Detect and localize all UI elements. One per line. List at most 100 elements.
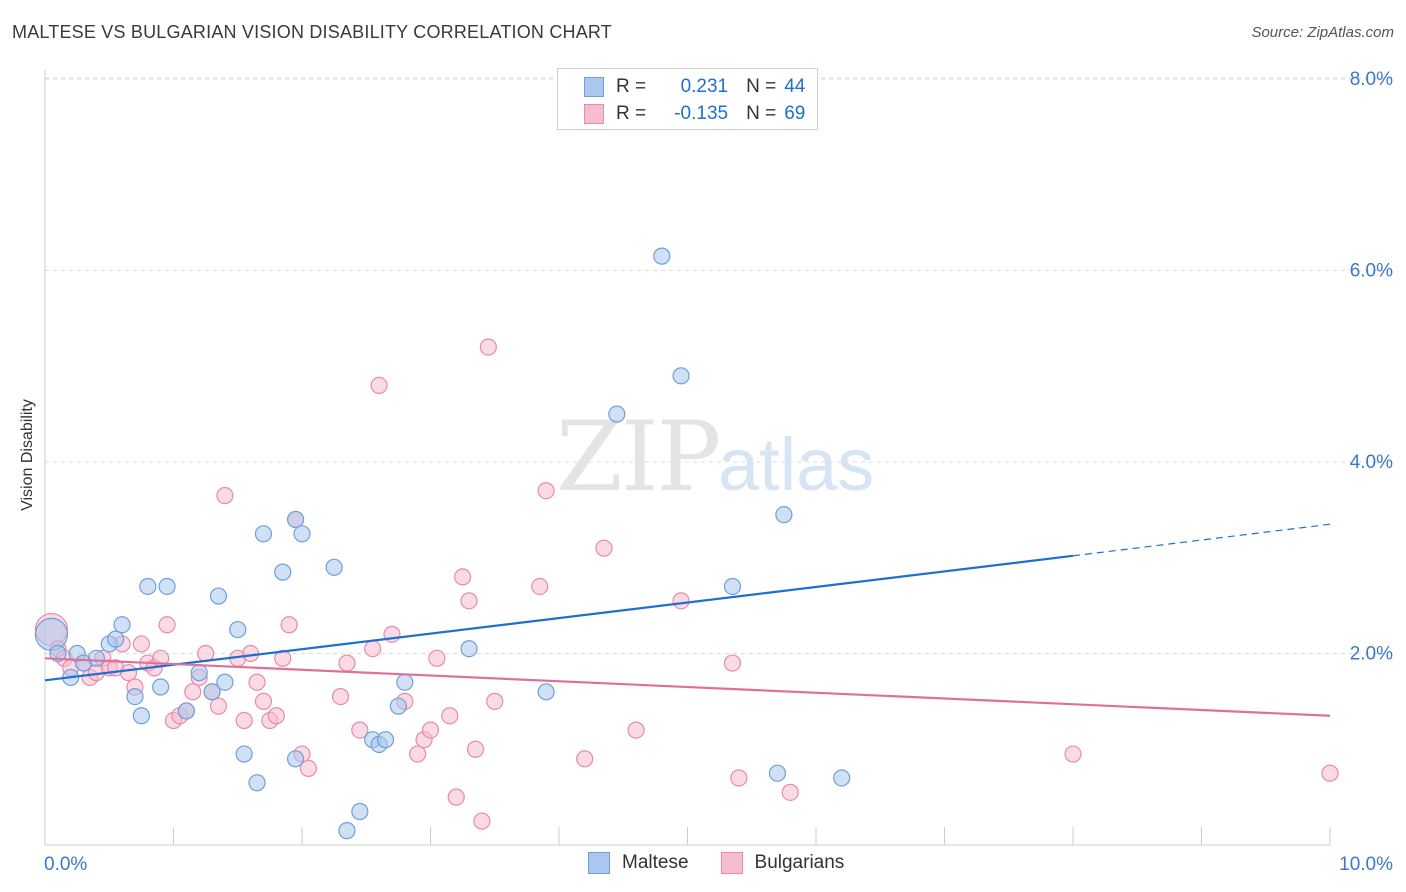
- bulgarian-point: [730, 769, 748, 787]
- maltese-point: [351, 802, 369, 821]
- bulgarian-point: [595, 539, 613, 557]
- maltese-point: [325, 558, 343, 576]
- bulgarian-point: [781, 783, 799, 801]
- bulgarian-point: [473, 812, 491, 830]
- maltese-point: [34, 617, 69, 651]
- bulgarian-point: [531, 577, 549, 596]
- bulgarian-point: [1321, 764, 1339, 782]
- bulgarian-point: [409, 745, 427, 763]
- bulgarian-point: [479, 338, 497, 356]
- bulgarian-point: [370, 376, 388, 394]
- maltese-point: [396, 673, 414, 691]
- bulgarian-point: [576, 750, 594, 768]
- y-tick-label: 6.0%: [1350, 261, 1393, 282]
- maltese-point: [209, 587, 228, 605]
- bulgarian-point: [486, 692, 504, 710]
- maltese-legend-swatch: [588, 852, 610, 874]
- legend-n-label: N =: [746, 103, 777, 124]
- maltese-point: [139, 577, 157, 596]
- watermark-atlas: atlas: [718, 423, 874, 506]
- maltese-point: [248, 774, 266, 792]
- bulgarian-point: [248, 673, 266, 691]
- y-tick-label: 8.0%: [1350, 69, 1393, 90]
- legend-row-bulgarians: R = -0.135 N = 69: [584, 102, 805, 126]
- bulgarian-point: [216, 486, 234, 505]
- bulgarian-point: [267, 707, 285, 725]
- maltese-point: [460, 640, 478, 658]
- bulgarian-point: [421, 721, 440, 739]
- maltese-point: [216, 673, 234, 691]
- bulgarian-point: [209, 697, 228, 715]
- bulgarians-legend-label: Bulgarians: [754, 852, 845, 873]
- maltese-point: [113, 616, 131, 634]
- bulgarian-point: [132, 635, 150, 653]
- series-legend-bulgarians: Bulgarians: [720, 852, 845, 874]
- bulgarians-swatch: [584, 104, 604, 124]
- y-tick-label: 2.0%: [1350, 644, 1393, 665]
- bulgarian-point: [447, 788, 465, 806]
- legend-r-label: R =: [616, 76, 647, 97]
- maltese-point: [132, 707, 150, 725]
- maltese-point: [389, 697, 407, 715]
- bulgarian-point: [351, 721, 369, 739]
- maltese-point: [775, 506, 793, 524]
- bulgarians-legend-swatch: [720, 852, 743, 874]
- x-tick-label: 10.0%: [1339, 854, 1393, 875]
- correlation-legend: R = 0.231 N = 44 R = -0.135 N = 69: [557, 68, 818, 130]
- bulgarian-point: [280, 616, 298, 634]
- bulgarian-point: [331, 687, 350, 706]
- maltese-trend-line: [44, 554, 1074, 682]
- legend-n-value: 44: [784, 76, 806, 97]
- bulgarian-trend-line: [44, 657, 1331, 717]
- maltese-point: [537, 683, 555, 701]
- maltese-point: [653, 247, 671, 265]
- maltese-point: [87, 649, 106, 667]
- watermark-zip: ZIP: [556, 401, 719, 513]
- maltese-point: [203, 683, 221, 701]
- maltese-point: [126, 687, 144, 706]
- maltese-point: [152, 678, 170, 696]
- source-label: Source: ZipAtlas.com: [1251, 24, 1394, 41]
- maltese-point: [229, 620, 247, 639]
- maltese-point: [158, 577, 176, 596]
- bulgarian-point: [460, 592, 478, 610]
- bulgarian-point: [299, 759, 318, 778]
- bulgarian-point: [119, 664, 138, 682]
- bulgarian-point: [364, 640, 382, 658]
- maltese-point: [293, 525, 311, 543]
- legend-r-value: 0.231: [680, 76, 729, 97]
- maltese-trend-extension: [1072, 523, 1331, 557]
- y-axis-label: Vision Disability: [19, 399, 36, 511]
- bulgarian-point: [723, 654, 742, 672]
- maltese-point: [49, 644, 67, 663]
- bulgarian-point: [1064, 745, 1082, 763]
- maltese-point: [286, 510, 305, 529]
- bulgarian-point: [254, 692, 273, 710]
- legend-n-label: N =: [746, 76, 777, 97]
- bulgarian-point: [627, 721, 645, 739]
- bulgarian-point: [274, 649, 292, 667]
- maltese-point: [235, 745, 253, 763]
- maltese-point: [608, 405, 626, 423]
- maltese-point: [833, 769, 851, 787]
- maltese-point: [107, 630, 125, 648]
- bulgarian-point: [428, 649, 446, 667]
- bulgarian-point: [184, 683, 202, 701]
- bulgarian-point: [672, 592, 690, 610]
- maltese-swatch: [584, 77, 604, 97]
- maltese-point: [376, 731, 395, 749]
- x-tick-label: 0.0%: [44, 854, 87, 875]
- bulgarian-point: [338, 654, 356, 672]
- maltese-point: [768, 764, 787, 782]
- bulgarian-point: [537, 482, 555, 500]
- legend-n-value: 69: [784, 103, 806, 124]
- maltese-point: [274, 563, 292, 581]
- maltese-legend-label: Maltese: [622, 852, 689, 873]
- legend-row-maltese: R = 0.231 N = 44: [584, 75, 805, 99]
- bulgarian-point: [454, 568, 472, 586]
- series-legend-maltese: Maltese: [588, 852, 689, 874]
- maltese-point: [338, 822, 356, 840]
- bulgarian-point: [466, 740, 485, 758]
- legend-r-label: R =: [616, 103, 647, 124]
